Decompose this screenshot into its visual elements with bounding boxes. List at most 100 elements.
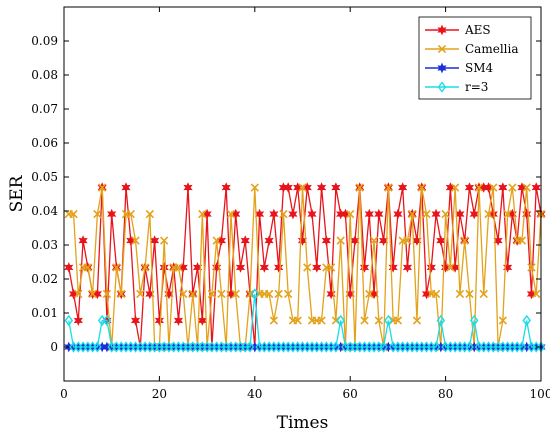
data-point [197, 315, 207, 326]
data-point [316, 182, 327, 193]
legend-marker [437, 81, 447, 93]
data-point [364, 208, 374, 220]
y-tick-label: 0.07 [31, 102, 58, 116]
data-point [217, 289, 226, 299]
data-point [531, 182, 541, 193]
data-point [441, 209, 450, 219]
data-point [264, 235, 274, 246]
data-point [450, 262, 460, 273]
data-point [293, 316, 302, 325]
data-point [130, 315, 141, 326]
data-point [379, 341, 388, 353]
legend-item: r=3 [425, 80, 488, 94]
legend-label: Camellia [465, 42, 518, 56]
data-point [117, 289, 126, 299]
data-point [365, 289, 374, 299]
y-tick-label: 0.09 [31, 34, 58, 48]
data-point [198, 209, 207, 219]
data-point [517, 236, 527, 245]
data-point [345, 288, 355, 300]
y-tick-label: 0.01 [31, 306, 58, 320]
data-point [254, 208, 265, 220]
data-point [64, 314, 74, 327]
data-point [240, 235, 250, 246]
data-point [398, 182, 408, 193]
data-point [517, 182, 527, 193]
data-point [431, 341, 441, 353]
data-point [235, 262, 246, 273]
data-point [73, 315, 83, 326]
data-point [297, 235, 308, 246]
data-point [269, 316, 279, 325]
plot-frame [63, 6, 542, 382]
data-point [250, 288, 260, 300]
y-tick-label: 0.05 [31, 170, 58, 184]
data-point [474, 183, 484, 192]
data-point [212, 262, 222, 273]
y-tick-label: 0.03 [31, 238, 58, 252]
data-point [378, 235, 389, 246]
data-point [431, 208, 441, 220]
data-point [488, 208, 498, 220]
data-point [402, 262, 413, 273]
data-point [503, 209, 512, 219]
data-point [126, 209, 135, 219]
data-point [93, 341, 102, 353]
data-point [140, 263, 150, 272]
data-point [126, 235, 136, 246]
data-point [460, 236, 469, 245]
data-point [426, 262, 436, 273]
series-line [68, 186, 542, 348]
x-tick-label: 100 [530, 387, 550, 401]
data-point [422, 209, 431, 219]
data-point [331, 182, 341, 193]
data-point [493, 235, 503, 246]
data-point [74, 289, 83, 299]
data-point [336, 236, 345, 245]
data-point [88, 289, 97, 299]
data-point [321, 235, 331, 246]
series-r-3 [64, 288, 546, 353]
data-point [178, 262, 188, 273]
data-point [293, 182, 303, 193]
y-axis-label: SER [7, 174, 27, 212]
data-point [384, 314, 393, 327]
data-point [527, 263, 536, 272]
data-point [226, 209, 236, 219]
data-point [283, 182, 293, 193]
data-point [445, 182, 455, 193]
data-point [245, 341, 255, 353]
x-tick-label: 40 [247, 387, 262, 401]
data-point [436, 235, 446, 246]
legend: AES Camellia SM4 r=3 [418, 16, 532, 100]
data-point [121, 182, 131, 193]
x-tick-label: 20 [152, 387, 167, 401]
data-point [326, 263, 336, 272]
data-point [483, 182, 494, 193]
data-point [464, 182, 475, 193]
plot-marks [64, 182, 546, 353]
data-point [360, 316, 369, 325]
data-point [279, 209, 288, 219]
data-point [331, 341, 341, 353]
data-point [450, 183, 460, 192]
data-point [274, 289, 283, 299]
data-point [317, 316, 326, 325]
data-point [532, 289, 541, 299]
data-point [502, 262, 513, 273]
data-point [64, 262, 74, 273]
data-point [274, 262, 284, 273]
data-point [160, 236, 169, 245]
data-point [264, 289, 274, 299]
data-point [336, 314, 345, 327]
legend-marker [437, 24, 447, 36]
legend-item: AES [425, 23, 491, 37]
data-point [508, 183, 517, 192]
data-point [102, 289, 112, 299]
legend-label: AES [464, 23, 491, 37]
data-point [484, 209, 493, 219]
data-point [207, 289, 217, 299]
data-point [231, 208, 241, 220]
y-tick-label: 0.04 [31, 204, 58, 218]
